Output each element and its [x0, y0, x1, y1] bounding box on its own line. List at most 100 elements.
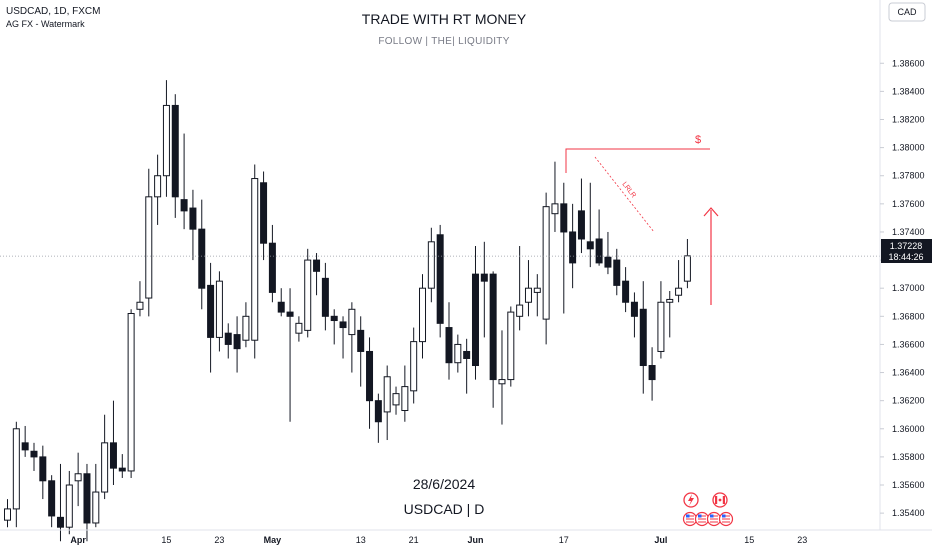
candle-down	[83, 473, 91, 524]
candle-down	[604, 256, 612, 268]
time-axis[interactable]: Apr 15 23 May 13 21 Jun 17 Jul 15 23	[70, 535, 807, 545]
candle-down	[171, 104, 179, 198]
annotations-layer	[565, 148, 710, 233]
candle-up	[675, 287, 683, 296]
candle-down	[268, 242, 276, 293]
time-tick-label: Jun	[467, 535, 483, 545]
candle-down	[189, 207, 197, 230]
candle-up	[383, 376, 391, 413]
us-flag-icon[interactable]	[682, 511, 698, 527]
candle-down	[613, 259, 621, 286]
currency-button[interactable]: CAD	[888, 2, 926, 22]
candle-up	[242, 315, 250, 341]
candle-down	[260, 182, 268, 244]
lightning-icon[interactable]	[683, 492, 699, 508]
candle-down	[560, 203, 568, 233]
us-flag-icon[interactable]	[706, 511, 722, 527]
time-tick-label: May	[264, 535, 282, 545]
candle-up	[136, 301, 144, 310]
candle-up	[507, 311, 515, 381]
time-tick-label: 13	[356, 535, 366, 545]
watermark-date: 28/6/2024	[413, 476, 475, 492]
candle-up	[304, 259, 312, 331]
candle-down	[445, 327, 453, 364]
candle-up	[524, 287, 532, 303]
liquidity-level-line	[565, 148, 710, 173]
time-tick-label: 15	[161, 535, 171, 545]
candle-down	[207, 284, 215, 338]
time-tick-label: Apr	[70, 535, 86, 545]
candle-down	[198, 228, 206, 289]
watermark-subtitle: FOLLOW | THE| LIQUIDITY	[378, 36, 509, 47]
price-tick-label: 1.36200	[892, 396, 925, 406]
candle-down	[639, 308, 647, 367]
candle-down	[321, 277, 329, 317]
price-tick-label: 1.36800	[892, 311, 925, 321]
candle-up	[348, 308, 356, 336]
candle-down	[30, 450, 38, 458]
candle-down	[233, 334, 241, 350]
candle-down	[39, 456, 47, 482]
target-arrow-head	[703, 207, 719, 217]
watermark-title: TRADE WITH RT MONEY	[362, 11, 527, 27]
time-tick-label: 17	[559, 535, 569, 545]
candle-down	[586, 241, 594, 250]
candle-down	[471, 273, 479, 367]
price-tick-label: 1.35800	[892, 452, 925, 462]
price-tick-label: 1.36000	[892, 424, 925, 434]
candle-up	[542, 206, 550, 320]
candle-up	[12, 428, 20, 510]
price-tick-label: 1.38400	[892, 86, 925, 96]
candle-up	[498, 379, 506, 385]
candle-up	[145, 196, 153, 299]
candle-down	[480, 273, 488, 282]
candle-up	[419, 287, 427, 343]
canada-flag-icon[interactable]	[712, 492, 728, 508]
candle-down	[109, 442, 117, 469]
candle-up	[401, 386, 409, 412]
candle-down	[313, 259, 321, 272]
us-flag-icon[interactable]	[718, 511, 734, 527]
current-price-label: 1.37228 18:44:26	[881, 239, 932, 263]
candle-up	[92, 491, 100, 524]
current-price-value: 1.37228	[890, 241, 923, 251]
candle-up	[251, 178, 259, 341]
candle-up	[215, 280, 223, 338]
candle-up	[127, 313, 135, 472]
candle-up	[101, 442, 109, 493]
candle-up	[516, 304, 524, 317]
candle-down	[330, 315, 338, 322]
candle-down	[357, 329, 365, 352]
liquidity-dollar-label: $	[695, 134, 701, 146]
candle-up	[154, 175, 162, 198]
price-tick-label: 1.36600	[892, 339, 925, 349]
candles-layer	[4, 80, 691, 542]
us-flag-icon[interactable]	[694, 511, 710, 527]
price-axis[interactable]: 1.38600 1.38400 1.38200 1.38000 1.37800 1.376…	[880, 58, 925, 518]
candle-down	[21, 442, 29, 451]
diagonal-annotation-label: LRLR	[620, 181, 637, 199]
time-tick-label: 23	[797, 535, 807, 545]
candle-up	[4, 508, 11, 521]
candle-up	[454, 343, 462, 364]
candle-down	[374, 400, 382, 423]
bar-countdown: 18:44:26	[888, 252, 923, 262]
candle-down	[463, 350, 471, 359]
us-flag-icon-group[interactable]	[682, 511, 734, 527]
candle-up	[657, 301, 665, 352]
candle-down	[436, 234, 444, 324]
symbol-line[interactable]: USDCAD, 1D, FXCM	[6, 6, 100, 17]
indicator-line[interactable]: AG FX - Watermark	[6, 19, 85, 29]
price-tick-label: 1.37000	[892, 283, 925, 293]
candle-down	[595, 238, 603, 264]
candle-up	[427, 241, 435, 289]
candle-down	[577, 210, 585, 240]
candle-down	[56, 516, 64, 528]
price-tick-label: 1.38000	[892, 143, 925, 153]
watermark-pair: USDCAD | D	[404, 501, 485, 517]
candle-down	[224, 332, 232, 345]
candle-up	[65, 484, 73, 528]
candle-up	[683, 255, 691, 282]
time-tick-label: 21	[409, 535, 419, 545]
